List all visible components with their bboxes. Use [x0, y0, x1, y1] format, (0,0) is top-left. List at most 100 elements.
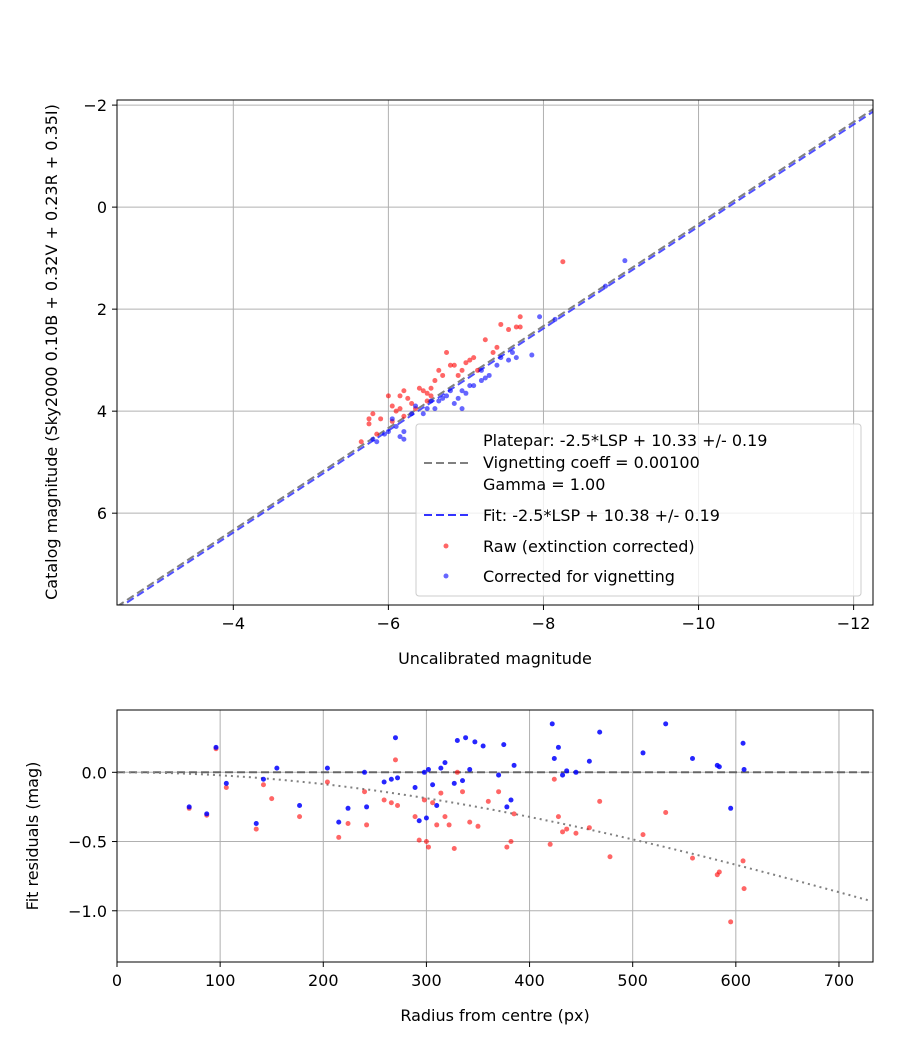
top-axes-frame: [116, 99, 874, 606]
top-y-axis-label: Catalog magnitude (Sky2000 0.10B + 0.32V…: [42, 104, 61, 600]
raw-residual-point: [504, 844, 510, 850]
corrected-point: [552, 316, 558, 322]
corrected-point: [478, 367, 484, 373]
raw-residual-point: [640, 832, 646, 838]
corrected-residual-point: [213, 744, 219, 750]
corrected-residual-point: [663, 721, 669, 727]
corrected-point: [420, 411, 426, 417]
top-fit-lines: [117, 108, 873, 605]
raw-point: [366, 416, 372, 422]
corrected-residual-point: [381, 779, 387, 785]
raw-residual-point: [381, 797, 387, 803]
fit-line: [121, 110, 873, 605]
corrected-residual-point: [388, 776, 394, 782]
corrected-residual-point: [412, 785, 418, 791]
corrected-residual-point: [508, 797, 514, 803]
raw-residual-point: [741, 886, 747, 892]
raw-residual-point: [416, 837, 422, 843]
raw-residual-point: [446, 822, 452, 828]
bottom-ticks: 0 100 200 300 400 500 600 700 0.0 −0.5 −1.0: [68, 763, 854, 990]
corrected-residual-point: [597, 729, 603, 735]
raw-point: [405, 395, 411, 401]
raw-residual-point: [508, 839, 514, 845]
raw-residual-point: [586, 825, 592, 831]
raw-residual-point: [485, 798, 491, 804]
raw-point: [428, 393, 434, 399]
bottom-reference-lines: [117, 771, 873, 902]
raw-point: [467, 357, 473, 363]
bottom-x-tick-label: 500: [617, 971, 648, 990]
raw-residual-point: [442, 814, 448, 820]
raw-residual-point: [392, 757, 398, 763]
corrected-point: [622, 258, 628, 264]
corrected-residual-point: [324, 765, 330, 771]
corrected-point: [385, 429, 391, 435]
corrected-residual-point: [260, 776, 266, 782]
raw-residual-point: [430, 800, 436, 806]
corrected-point: [529, 352, 535, 358]
bottom-y-tick-label: 0.0: [82, 763, 107, 782]
vignetting-curve: [117, 771, 871, 902]
raw-point: [498, 321, 504, 327]
corrected-residual-point: [560, 772, 566, 778]
corrected-residual-point: [480, 743, 486, 749]
corrected-point: [513, 355, 519, 361]
raw-point: [482, 337, 488, 343]
corrected-point: [467, 383, 473, 389]
corrected-residual-point: [549, 721, 555, 727]
corrected-point: [401, 429, 407, 435]
corrected-residual-point: [741, 767, 747, 773]
corrected-residual-point: [223, 780, 229, 786]
corrected-point: [374, 439, 380, 445]
raw-residual-point: [253, 826, 259, 832]
corrected-point: [494, 362, 500, 368]
corrected-residual-point: [501, 742, 507, 748]
raw-residual-point: [364, 822, 370, 828]
corrected-residual-point: [551, 755, 557, 761]
raw-residual-point: [260, 782, 266, 788]
corrected-residual-point: [421, 769, 427, 775]
top-x-tick-label: −4: [222, 614, 246, 633]
raw-residual-point: [395, 803, 401, 809]
corrected-residual-point: [425, 767, 431, 773]
corrected-residual-point: [728, 805, 734, 811]
raw-point: [420, 388, 426, 394]
raw-residual-point: [388, 800, 394, 806]
raw-residual-point: [597, 798, 603, 804]
bottom-x-tick-label: 300: [411, 971, 442, 990]
corrected-point: [509, 350, 515, 355]
corrected-point: [440, 395, 446, 401]
corrected-point: [444, 393, 450, 399]
corrected-residual-point: [186, 804, 192, 810]
platepar-line: [117, 108, 873, 605]
corrected-residual-point: [716, 764, 722, 770]
legend-raw-label: Raw (extinction corrected): [483, 537, 695, 556]
bottom-x-tick-label: 100: [205, 971, 236, 990]
corrected-residual-point: [395, 775, 401, 781]
corrected-point: [436, 398, 442, 404]
raw-point: [463, 360, 469, 366]
bottom-chart: 0 100 200 300 400 500 600 700 0.0 −0.5 −1.0 Radius…: [23, 709, 874, 1025]
raw-residual-point: [690, 855, 696, 861]
corrected-point: [389, 416, 395, 422]
corrected-point: [409, 411, 415, 417]
corrected-point: [471, 383, 477, 389]
corrected-point: [382, 431, 388, 437]
raw-residual-point: [460, 789, 466, 795]
bottom-axes-frame: [116, 709, 874, 963]
raw-point: [471, 355, 477, 361]
corrected-point: [463, 390, 469, 396]
corrected-residual-point: [740, 740, 746, 746]
corrected-residual-point: [460, 778, 466, 784]
top-scatter-points: [358, 258, 628, 445]
raw-residual-point: [511, 811, 517, 817]
corrected-residual-point: [467, 767, 473, 773]
corrected-point: [459, 406, 465, 412]
raw-residual-point: [434, 822, 440, 828]
corrected-residual-point: [362, 769, 368, 775]
top-chart: −4 −6 −8 −10 −12 −2 0 2 4 6 Uncalibrated magnitud…: [42, 96, 874, 668]
corrected-residual-point: [442, 760, 448, 766]
corrected-point: [397, 434, 403, 440]
legend-vignetting-label: Vignetting coeff = 0.00100: [483, 453, 700, 472]
